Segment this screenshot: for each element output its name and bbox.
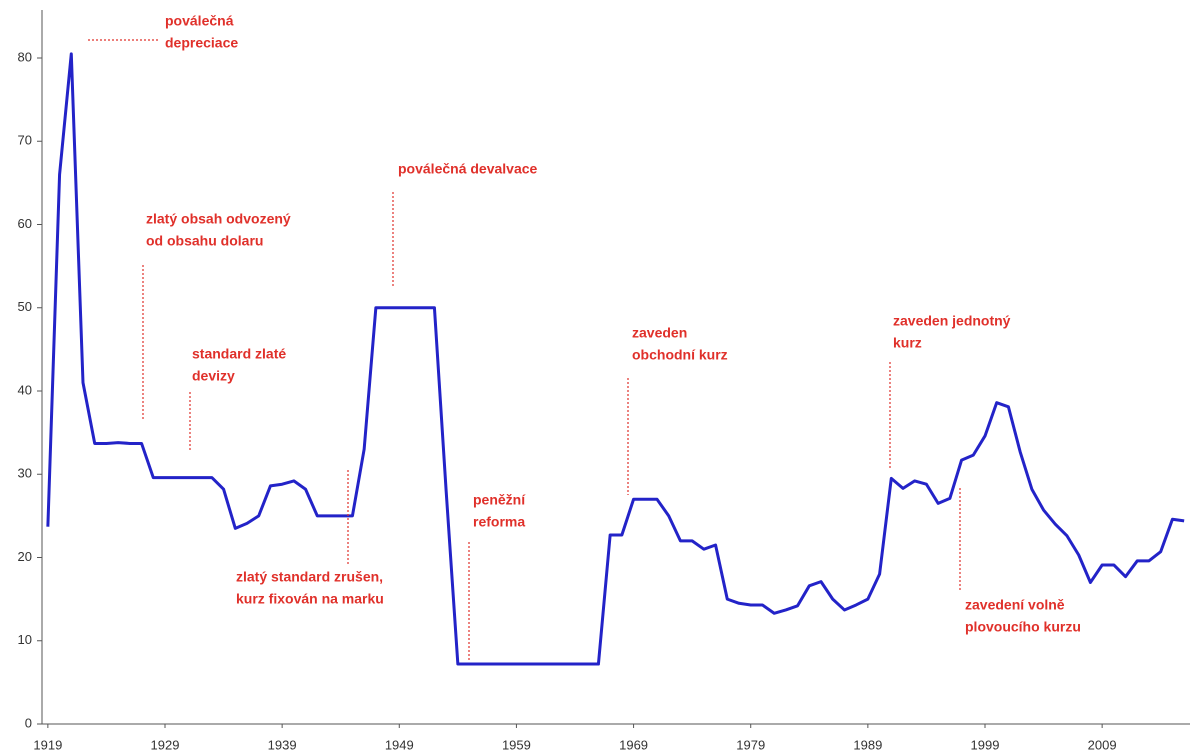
x-tick-label: 1999 xyxy=(971,737,1000,752)
y-tick-label: 20 xyxy=(18,549,32,564)
y-tick-label: 0 xyxy=(25,715,32,730)
x-tick-label: 1919 xyxy=(33,737,62,752)
annotation: devizy xyxy=(192,368,235,384)
annotation: zlatý obsah odvozený xyxy=(146,211,291,227)
annotation: od obsahu dolaru xyxy=(146,233,263,249)
x-tick-label: 1979 xyxy=(736,737,765,752)
annotation: standard zlaté xyxy=(192,346,286,362)
annotation: zavedení volně xyxy=(965,597,1065,613)
annotation: depreciace xyxy=(165,35,238,51)
annotation: reforma xyxy=(473,514,525,530)
x-tick-label: 1969 xyxy=(619,737,648,752)
x-tick-label: 1949 xyxy=(385,737,414,752)
annotation: plovoucího kurzu xyxy=(965,619,1081,635)
annotation: zaveden xyxy=(632,325,687,341)
annotation: kurz xyxy=(893,335,922,351)
line-series xyxy=(46,52,1185,666)
annotation: zlatý standard zrušen, xyxy=(236,569,383,585)
annotation: zaveden jednotný xyxy=(893,313,1011,329)
y-tick-label: 80 xyxy=(18,49,32,64)
x-tick-label: 1989 xyxy=(853,737,882,752)
x-tick-label: 1959 xyxy=(502,737,531,752)
x-tick-label: 1929 xyxy=(151,737,180,752)
annotation: poválečná devalvace xyxy=(398,161,538,177)
x-tick-label: 2009 xyxy=(1088,737,1117,752)
annotation: peněžní xyxy=(473,492,526,508)
y-tick-label: 40 xyxy=(18,382,32,397)
y-tick-label: 60 xyxy=(18,216,32,231)
y-tick-label: 10 xyxy=(18,632,32,647)
y-tick-label: 50 xyxy=(18,299,32,314)
annotation: obchodní kurz xyxy=(632,347,728,363)
annotation: poválečná xyxy=(165,13,234,29)
y-tick-label: 70 xyxy=(18,133,32,148)
x-tick-label: 1939 xyxy=(268,737,297,752)
annotation: kurz fixován na marku xyxy=(236,591,384,607)
y-tick-label: 30 xyxy=(18,466,32,481)
